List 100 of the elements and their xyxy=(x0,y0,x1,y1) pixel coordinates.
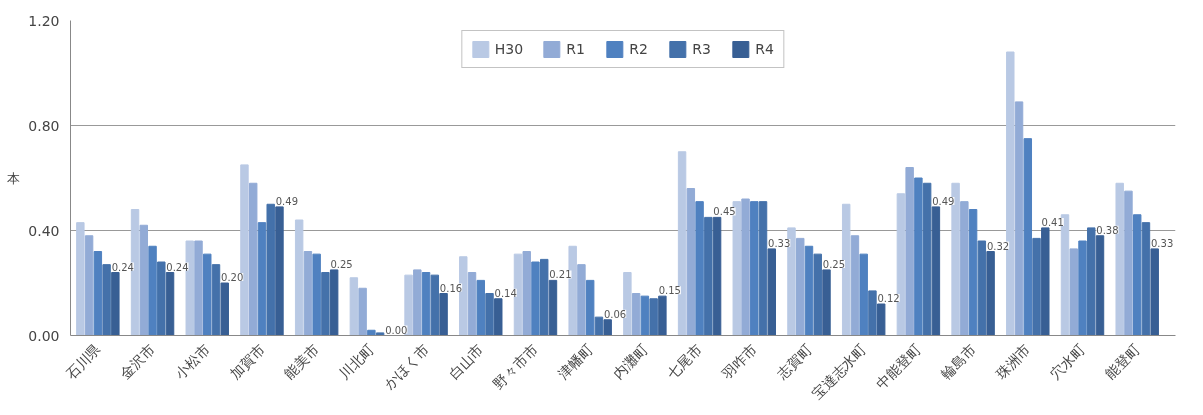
bar xyxy=(767,248,777,336)
x-tick-label: 川北町 xyxy=(336,340,378,382)
bar xyxy=(750,201,759,336)
bar xyxy=(148,245,157,336)
bar xyxy=(266,203,275,336)
bar xyxy=(986,251,995,336)
data-label: 0.06 xyxy=(603,308,627,320)
bar xyxy=(796,237,805,336)
bar xyxy=(157,261,166,336)
bar xyxy=(585,279,595,336)
bar xyxy=(485,293,494,336)
bar xyxy=(1124,190,1133,336)
bar xyxy=(813,253,822,336)
bar xyxy=(111,272,120,336)
bar xyxy=(960,201,969,336)
bar xyxy=(686,188,696,336)
bar xyxy=(695,201,704,336)
bar xyxy=(321,272,330,336)
bar xyxy=(303,251,313,336)
x-tick-label: 金沢市 xyxy=(117,340,159,382)
data-label: 0.45 xyxy=(713,206,736,218)
bar xyxy=(905,167,914,336)
bar xyxy=(1141,222,1151,336)
bar xyxy=(1095,235,1105,336)
bar xyxy=(203,253,212,336)
bar xyxy=(522,251,531,336)
bar xyxy=(631,293,641,336)
bar xyxy=(312,253,321,336)
bar xyxy=(931,206,941,336)
bar xyxy=(1132,214,1142,336)
data-label: 0.12 xyxy=(877,293,900,304)
data-label: 0.21 xyxy=(549,269,572,281)
bar xyxy=(275,206,284,336)
bar xyxy=(102,264,111,336)
bar xyxy=(194,240,203,336)
x-tick-label: 津幡町 xyxy=(554,340,596,382)
bar xyxy=(859,253,868,336)
x-tick-label: 野々市市 xyxy=(490,340,542,392)
data-label: 0.49 xyxy=(275,195,299,207)
data-label: 0.49 xyxy=(932,195,955,207)
bar xyxy=(349,277,359,336)
bar xyxy=(704,216,713,336)
x-tick-label: 中能登町 xyxy=(873,340,925,392)
bar xyxy=(850,235,860,336)
bar xyxy=(758,201,768,336)
bar xyxy=(139,224,149,336)
data-label: 0.33 xyxy=(768,237,791,249)
y-tick-label: 1.20 xyxy=(28,12,60,29)
data-label: 0.32 xyxy=(986,240,1010,252)
bar xyxy=(1041,227,1050,336)
bar xyxy=(294,219,304,336)
bar xyxy=(977,240,987,336)
bar xyxy=(1032,237,1041,336)
data-label: 0.00 xyxy=(385,324,408,336)
data-label: 0.38 xyxy=(1096,224,1119,236)
bar xyxy=(248,182,258,336)
bar xyxy=(914,177,923,336)
legend-label: R1 xyxy=(566,41,586,57)
data-label: 0.16 xyxy=(439,282,463,294)
data-label: 0.25 xyxy=(330,258,353,270)
bar xyxy=(868,290,877,336)
bar xyxy=(367,329,376,336)
data-label: 0.24 xyxy=(111,261,134,273)
bar xyxy=(165,272,175,336)
y-axis-title: 本 xyxy=(7,170,21,186)
y-tick-label: 0.40 xyxy=(28,222,60,239)
bar xyxy=(375,332,385,336)
data-label: 0.33 xyxy=(1150,237,1174,249)
bar xyxy=(876,303,886,336)
bar xyxy=(1078,240,1087,336)
data-label: 0.25 xyxy=(822,258,846,270)
bar xyxy=(329,269,339,336)
bar xyxy=(1150,248,1159,336)
bar xyxy=(257,222,267,336)
bar xyxy=(804,245,814,336)
x-tick-label: 小松市 xyxy=(171,340,213,382)
bar xyxy=(1087,227,1096,336)
bar xyxy=(1069,248,1078,336)
bar xyxy=(358,287,367,336)
bar xyxy=(421,272,431,336)
x-tick-label: 白山市 xyxy=(445,340,487,382)
x-tick-label: 羽咋市 xyxy=(718,340,760,383)
bar xyxy=(1014,101,1024,336)
bar xyxy=(594,316,604,336)
bar xyxy=(93,251,103,336)
bar xyxy=(211,264,221,336)
y-tick-label: 0.80 xyxy=(28,117,60,134)
bar xyxy=(84,235,94,336)
bar xyxy=(1023,138,1033,336)
x-tick-label: 七尾市 xyxy=(664,340,706,382)
x-tick-label: 輪島市 xyxy=(937,340,979,382)
x-tick-label: 珠洲市 xyxy=(992,340,1034,382)
bar xyxy=(640,295,650,336)
data-label: 0.24 xyxy=(166,261,189,273)
x-tick-label: 加賀市 xyxy=(226,340,268,382)
y-tick-label: 0.00 xyxy=(28,327,60,344)
x-tick-label: 志賀町 xyxy=(773,340,815,382)
x-tick-label: 能美市 xyxy=(281,340,323,382)
x-tick-label: 穴水町 xyxy=(1047,340,1089,382)
bar xyxy=(1006,51,1015,336)
